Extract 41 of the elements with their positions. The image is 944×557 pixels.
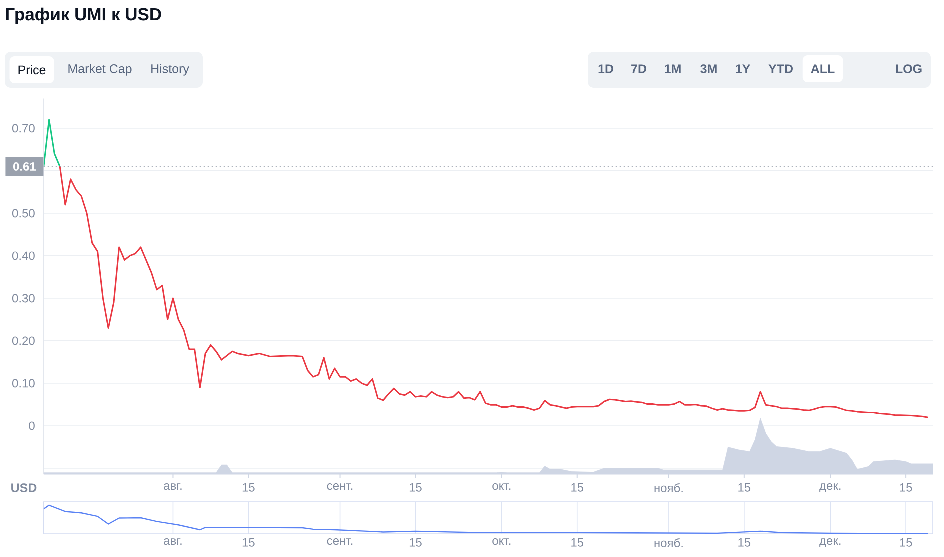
- x-tick-label: дек.: [820, 538, 841, 548]
- text: LOG: [896, 64, 922, 74]
- x-tick-label: авг.: [164, 538, 182, 546]
- x-tick-label: 15: [738, 484, 751, 492]
- y-tick-label: 0: [29, 422, 35, 430]
- x-tick-label: нояб.: [654, 484, 683, 492]
- text: USD: [12, 484, 37, 492]
- x-tick-label: нояб.: [654, 538, 683, 548]
- text: Market Cap: [68, 64, 132, 76]
- text: 7D: [632, 64, 646, 74]
- x-tick-label: 15: [572, 538, 584, 547]
- x-tick-label: 15: [572, 484, 584, 492]
- x-tick-label: 15: [738, 538, 751, 547]
- y-tick-label: 0.20: [12, 336, 35, 346]
- text: History: [152, 64, 190, 76]
- x-tick-label: дек.: [820, 484, 841, 492]
- y-tick-label: 0.30: [12, 294, 35, 303]
- x-tick-label: 15: [242, 538, 255, 547]
- text: 1Y: [736, 64, 750, 74]
- y-tick-label: 0.40: [12, 252, 35, 260]
- text: YTD: [768, 64, 793, 74]
- chart-title: График UMI к USD: [6, 8, 162, 24]
- text: 3M: [700, 64, 717, 74]
- x-tick-label: 15: [242, 484, 255, 492]
- y-tick-label: 0.10: [12, 379, 35, 388]
- x-tick-label: окт.: [492, 538, 511, 546]
- x-tick-label: авг.: [164, 484, 182, 490]
- text: ALL: [811, 64, 835, 74]
- y-tick-label: 0.50: [12, 209, 35, 218]
- x-tick-label: сент.: [327, 538, 353, 546]
- x-tick-label: 15: [410, 538, 422, 547]
- text: 1M: [665, 64, 681, 74]
- x-tick-label: окт.: [492, 484, 511, 490]
- y-tick-label: 0.70: [12, 124, 35, 133]
- ref-line-label: 0.61: [13, 162, 36, 171]
- text: Price: [18, 65, 46, 75]
- text: 1D: [598, 64, 614, 74]
- x-tick-label: 15: [410, 484, 422, 492]
- x-tick-label: 15: [900, 538, 912, 547]
- x-tick-label: 15: [900, 484, 912, 492]
- x-tick-label: сент.: [327, 484, 353, 490]
